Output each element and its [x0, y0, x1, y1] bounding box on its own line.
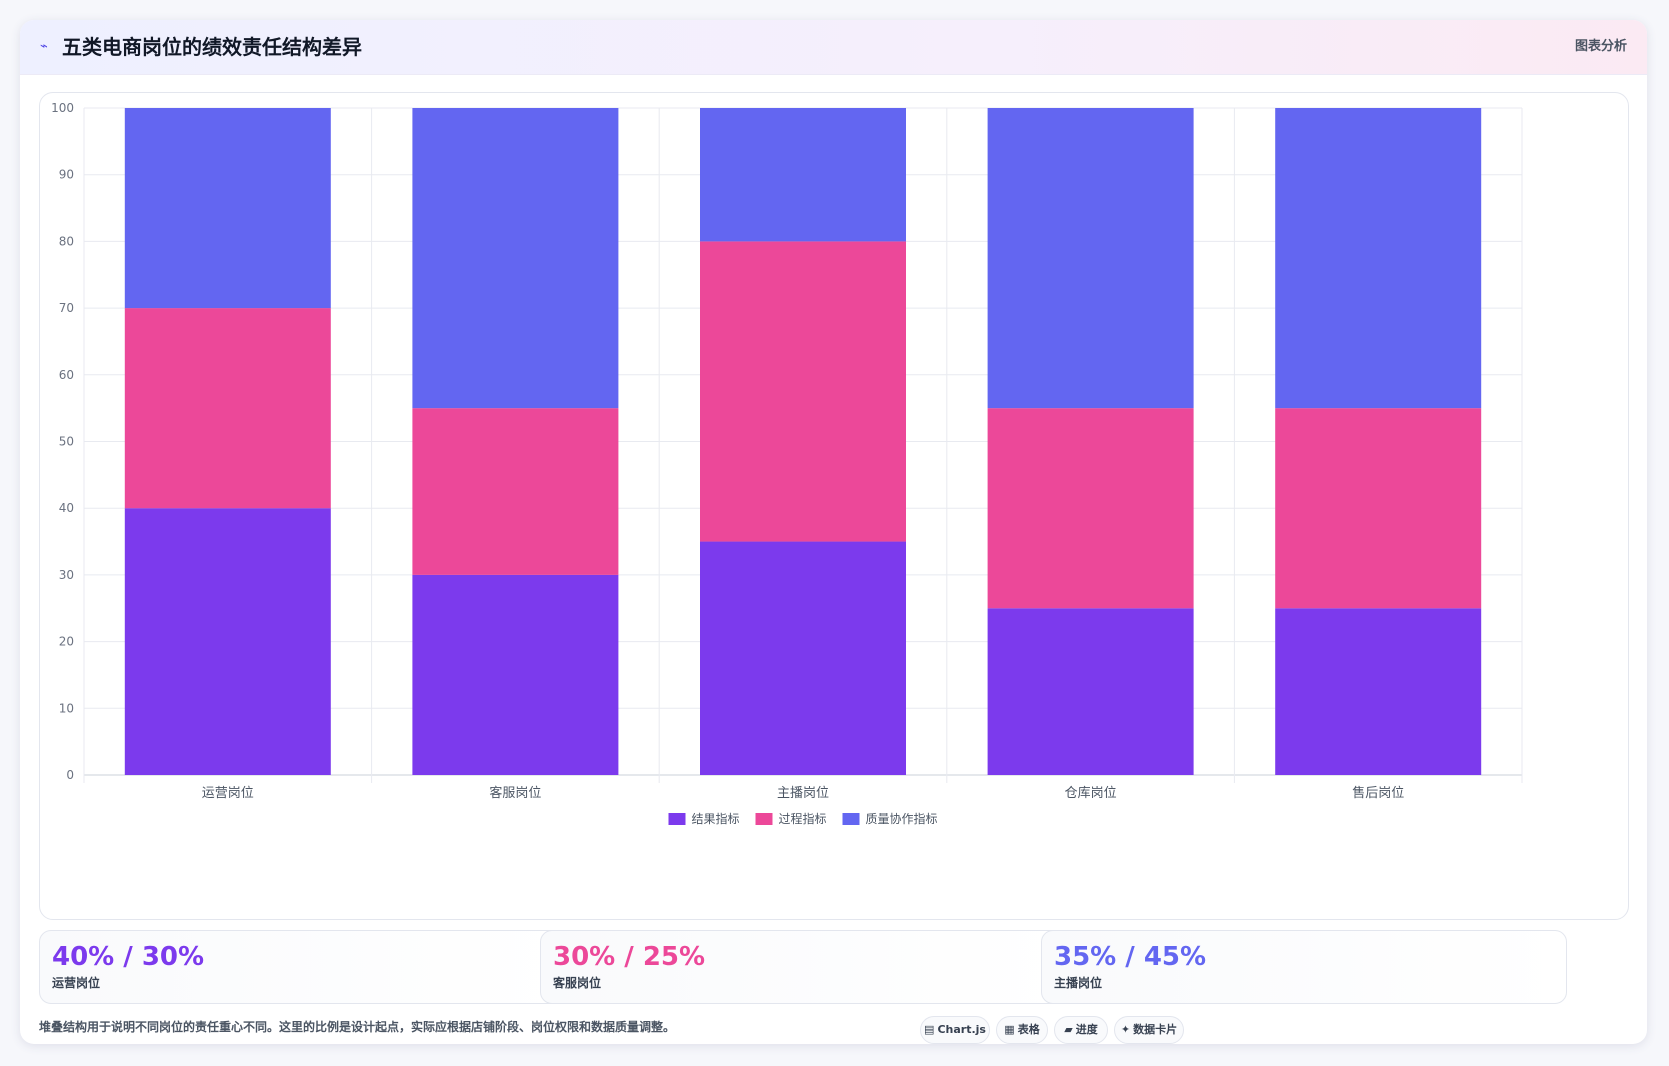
bar-segment	[124, 308, 331, 509]
x-tick-label: 仓库岗位	[1065, 785, 1117, 801]
bar-segment	[1275, 408, 1482, 609]
table-icon: ▦	[1004, 1023, 1015, 1036]
legend-label: 过程指标	[779, 811, 827, 826]
y-tick-label: 20	[59, 635, 74, 649]
chart-line-icon: ⌁	[40, 39, 48, 54]
sparkle-icon: ✦	[1120, 1023, 1131, 1036]
stat-label: 运营岗位	[52, 976, 101, 990]
chip-label: Chart.js	[937, 1023, 986, 1036]
chip-label: 进度	[1075, 1023, 1098, 1036]
legend-label: 质量协作指标	[866, 811, 938, 826]
chip-progress[interactable]: ▰ 进度	[1054, 1016, 1108, 1044]
y-tick-label: 10	[59, 701, 74, 715]
bar-segment	[700, 108, 906, 242]
legend-swatch	[755, 813, 773, 825]
bar-segment	[412, 574, 619, 775]
bar-segment	[412, 108, 619, 409]
progress-icon: ▰	[1064, 1023, 1073, 1036]
bar-segment	[700, 241, 906, 542]
x-tick-label: 运营岗位	[202, 786, 254, 801]
chip-label: 表格	[1017, 1023, 1040, 1036]
y-tick-label: 70	[59, 301, 74, 315]
stat-card-1: 40% / 30% 运营岗位	[39, 930, 565, 1004]
y-tick-label: 90	[59, 168, 74, 182]
chart-title: 五类电商岗位的绩效责任结构差异	[62, 35, 362, 59]
bar-segment	[124, 108, 331, 309]
stat-card-3: 35% / 45% 主播岗位	[1041, 930, 1567, 1004]
bar-segment	[412, 408, 619, 575]
chart-panel: 0 10 20 30 40 50 60 70 80 90 100 运营岗位 客服岗位 主播岗位 仓库岗位 售后…	[39, 92, 1629, 920]
stat-value: 30% / 25%	[553, 942, 706, 972]
x-tick-label: 主播岗位	[777, 786, 829, 801]
stacked-bar-chart: 0 10 20 30 40 50 60 70 80 90 100 运营岗位 客服岗位 主播岗位 仓库岗位 售后…	[51, 101, 1523, 826]
y-tick-label: 80	[59, 234, 74, 248]
chip-table[interactable]: ▦ 表格	[996, 1016, 1048, 1044]
bar-segment	[987, 108, 1194, 409]
stat-label: 客服岗位	[553, 976, 602, 990]
legend-label: 结果指标	[692, 811, 740, 826]
legend-swatch	[842, 813, 860, 825]
y-tick-label: 0	[66, 768, 74, 782]
x-tick-label: 客服岗位	[489, 785, 541, 801]
footnote: 堆叠结构用于说明不同岗位的责任重心不同。这里的比例是设计起点，实际应根据店铺阶段…	[39, 1020, 676, 1034]
bar-segment	[987, 608, 1194, 775]
chip-chartjs[interactable]: ▤ Chart.js	[920, 1016, 990, 1044]
card-header: ⌁ 五类电商岗位的绩效责任结构差异 图表分析	[20, 20, 1647, 75]
bar-segment	[1275, 608, 1482, 775]
x-tick-label: 售后岗位	[1352, 785, 1404, 801]
y-tick-label: 40	[59, 501, 74, 515]
bar-segment	[700, 541, 906, 775]
y-tick-label: 30	[59, 568, 74, 582]
legend-swatch	[668, 813, 686, 825]
header-tag: 图表分析	[1574, 39, 1627, 54]
stat-value: 35% / 45%	[1054, 942, 1207, 972]
bar-segment	[987, 408, 1194, 609]
chip-data-card[interactable]: ✦ 数据卡片	[1114, 1016, 1184, 1044]
bar-segment	[124, 508, 331, 775]
stat-card-2: 30% / 25% 客服岗位	[540, 930, 1066, 1004]
chip-label: 数据卡片	[1133, 1023, 1178, 1036]
stat-value: 40% / 30%	[52, 942, 205, 972]
stat-label: 主播岗位	[1054, 976, 1103, 990]
y-tick-label: 60	[59, 368, 74, 382]
y-tick-label: 50	[59, 435, 74, 449]
bar-segment	[1275, 108, 1482, 409]
chart-icon: ▤	[924, 1023, 935, 1036]
chart-card: ⌁ 五类电商岗位的绩效责任结构差异 图表分析 0 10 20 30 40 50 60 70 80…	[20, 20, 1647, 1044]
y-tick-label: 100	[51, 101, 74, 115]
